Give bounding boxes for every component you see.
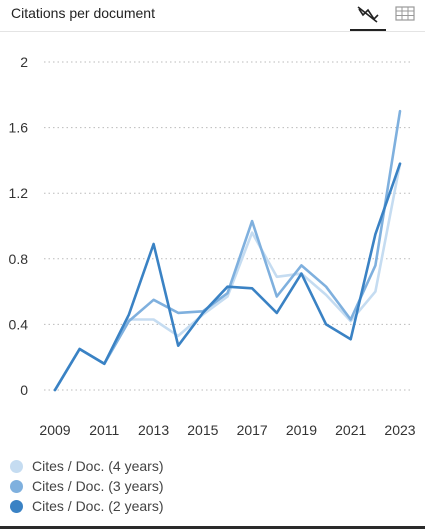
- y-tick-label: 0: [20, 382, 28, 398]
- legend-dot-3-years: [10, 479, 23, 493]
- line-chart-icon: [357, 6, 379, 23]
- chart-header: Citations per document: [0, 0, 425, 32]
- series-line-2: [53, 109, 402, 392]
- citations-line-chart: 0 0.4 0.8 1.2 1.6 2 2009 2011 2013 2015 2017 2019 20…: [9, 54, 416, 438]
- x-tick-label: 2009: [39, 422, 70, 438]
- legend-dot-4-years: [10, 459, 23, 473]
- y-tick-label: 2: [20, 54, 28, 70]
- y-tick-label: 1.6: [9, 120, 29, 136]
- legend-dot-2-years: [10, 499, 23, 513]
- x-tick-label: 2019: [286, 422, 317, 438]
- chart-title: Citations per document: [11, 5, 155, 21]
- x-tick-label: 2015: [187, 422, 218, 438]
- x-tick-label: 2023: [384, 422, 415, 438]
- legend-item-2-years[interactable]: Cites / Doc. (2 years): [10, 496, 163, 516]
- table-view-button[interactable]: [386, 0, 422, 31]
- x-tick-label: 2013: [138, 422, 169, 438]
- legend-item-3-years[interactable]: Cites / Doc. (3 years): [10, 476, 163, 496]
- y-tick-label: 0.8: [9, 251, 29, 267]
- chart-legend: Cites / Doc. (4 years) Cites / Doc. (3 y…: [10, 456, 163, 516]
- y-tick-label: 1.2: [9, 185, 29, 201]
- bottom-divider: [0, 526, 425, 529]
- y-tick-label: 0.4: [9, 316, 29, 332]
- legend-label-3-years: Cites / Doc. (3 years): [32, 478, 164, 494]
- x-tick-label: 2021: [335, 422, 366, 438]
- legend-item-4-years[interactable]: Cites / Doc. (4 years): [10, 456, 163, 476]
- series-line-3: [53, 162, 402, 392]
- chart-view-button[interactable]: [350, 0, 386, 31]
- legend-label-4-years: Cites / Doc. (4 years): [32, 458, 164, 474]
- x-tick-label: 2011: [89, 422, 119, 438]
- table-grid-icon: [395, 6, 415, 21]
- x-tick-label: 2017: [237, 422, 268, 438]
- legend-label-2-years: Cites / Doc. (2 years): [32, 498, 164, 514]
